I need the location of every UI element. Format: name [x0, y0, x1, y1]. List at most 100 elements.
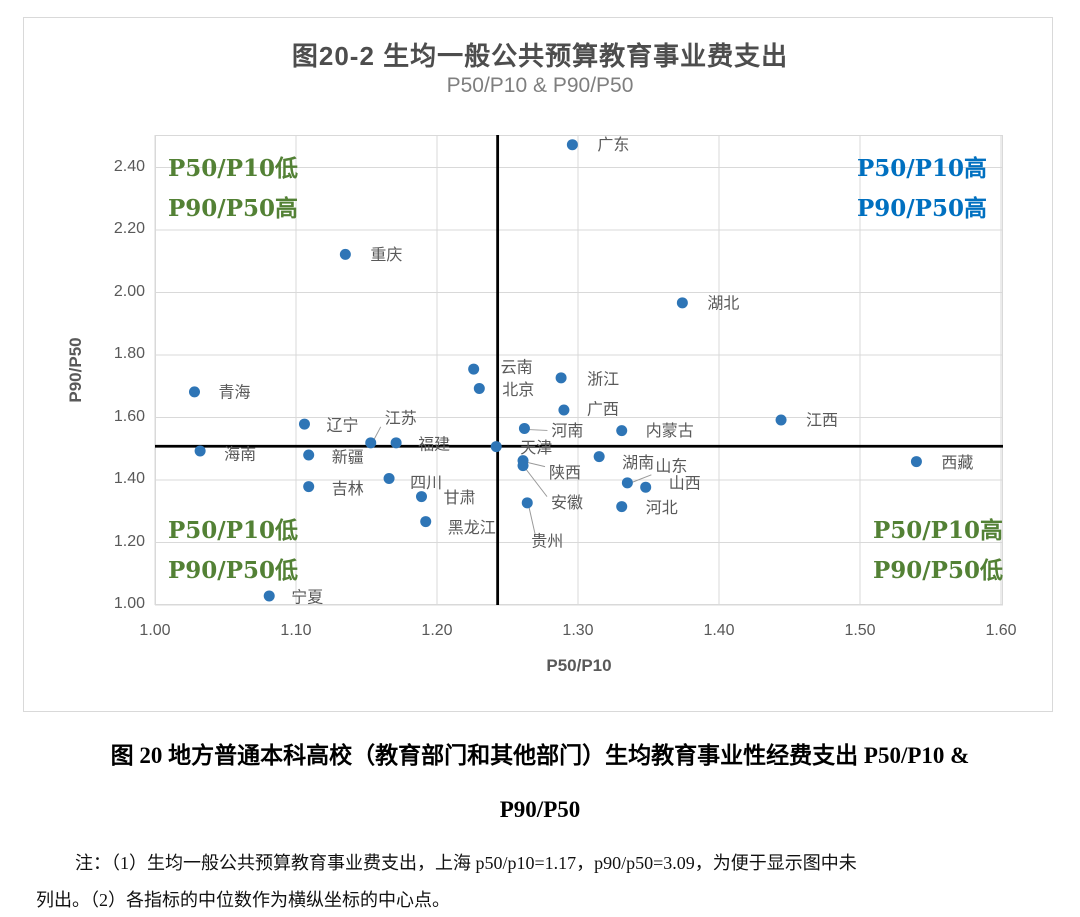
x-tick-label: 1.40: [703, 622, 735, 639]
chart-frame: [23, 17, 1053, 712]
x-tick-label: 1.50: [844, 622, 876, 639]
y-tick-label: 1.00: [113, 595, 145, 612]
scatter-point: [910, 456, 922, 468]
quadrant-label-line: P50/P10高: [872, 517, 1003, 544]
scatter-point: [468, 363, 480, 375]
point-label: 安徽: [551, 494, 583, 512]
x-tick-label: 1.20: [421, 622, 453, 639]
quadrant-label-line: P90/P50低: [168, 557, 299, 584]
point-label: 西藏: [941, 454, 973, 472]
scatter-point: [415, 491, 427, 503]
scatter-point: [383, 472, 395, 484]
quadrant-label-top-right: P50/P10高 P90/P50高: [857, 149, 987, 229]
figure-note-line1: 注：（1）生均一般公共预算教育事业费支出，上海 p50/p10=1.17，p90…: [75, 853, 857, 873]
point-label: 浙江: [587, 370, 619, 388]
point-label: 河南: [551, 422, 583, 440]
point-label: 江西: [806, 412, 838, 430]
point-label: 湖南: [622, 454, 654, 472]
point-label: 海南: [224, 445, 256, 463]
scatter-point: [473, 382, 485, 394]
scatter-point: [303, 481, 315, 493]
point-label: 陕西: [549, 464, 581, 482]
point-label: 宁夏: [291, 588, 323, 606]
figure-caption-line2: P90/P50: [499, 797, 581, 822]
y-tick-label: 1.60: [113, 407, 145, 425]
figure-note-line2: 列出。（2）各指标的中位数作为横纵坐标的中心点。: [36, 890, 450, 910]
chart-title: 图20-2 生均一般公共预算教育事业费支出: [291, 41, 789, 71]
point-label: 辽宁: [326, 417, 358, 435]
point-label: 广西: [587, 401, 619, 419]
y-tick-label: 2.20: [113, 220, 145, 237]
quadrant-label-line: P90/P50高: [856, 195, 987, 222]
label-leader-line: [523, 466, 548, 497]
scatter-point: [555, 372, 567, 384]
point-label: 河北: [646, 499, 678, 517]
scatter-point: [621, 477, 633, 489]
y-axis-title: P90/P50: [66, 337, 85, 403]
point-label: 青海: [218, 383, 250, 401]
point-label: 新疆: [332, 449, 364, 467]
quadrant-label-bottom-right: P50/P10高 P90/P50低: [873, 511, 1003, 591]
quadrant-label-bottom-left: P50/P10低 P90/P50低: [168, 511, 298, 591]
scatter-point: [303, 449, 315, 461]
scatter-point: [420, 516, 432, 528]
point-label: 北京: [502, 381, 534, 399]
chart-subtitle: P50/P10 & P90/P50: [446, 74, 634, 97]
scatter-point: [566, 139, 578, 151]
point-label: 山东: [655, 457, 687, 475]
point-label: 贵州: [531, 532, 563, 550]
scatter-point: [188, 386, 200, 398]
x-tick-label: 1.10: [280, 622, 312, 639]
scatter-point: [263, 590, 275, 602]
quadrant-label-line: P50/P10低: [168, 517, 299, 544]
y-tick-label: 2.00: [113, 282, 145, 300]
y-tick-label: 1.20: [113, 532, 145, 550]
point-label: 广东: [597, 136, 629, 154]
point-label: 四川: [410, 475, 442, 492]
x-tick-label: 1.60: [985, 622, 1017, 639]
scatter-point: [593, 451, 605, 463]
label-leader-line: [527, 503, 536, 535]
figure-caption-line1: 图 20 地方普通本科高校（教育部门和其他部门）生均教育事业性经费支出 P50/…: [110, 743, 970, 768]
x-tick-label: 1.30: [562, 622, 594, 639]
x-axis-title: P50/P10: [546, 656, 612, 675]
scatter-point: [490, 441, 502, 453]
scatter-point: [194, 445, 206, 457]
y-tick-label: 1.40: [113, 470, 145, 487]
point-label: 云南: [501, 359, 533, 377]
scatter-point: [521, 497, 533, 509]
point-label: 江苏: [385, 409, 417, 427]
quadrant-label-line: P50/P10高: [856, 155, 987, 182]
quadrant-label-line: P50/P10低: [168, 155, 299, 182]
point-label: 天津: [520, 439, 552, 457]
scatter-point: [339, 248, 351, 260]
point-label: 内蒙古: [646, 422, 694, 440]
scatter-point: [390, 437, 402, 449]
point-label: 福建: [418, 435, 450, 453]
scatter-point: [616, 425, 628, 437]
scatter-point: [775, 414, 787, 426]
y-tick-label: 1.80: [113, 345, 145, 362]
quadrant-label-line: P90/P50低: [872, 557, 1003, 584]
point-label: 重庆: [370, 246, 402, 264]
plot-area: 广东重庆湖北云南浙江北京 青海广西江西 辽宁 河南 内蒙古 江苏 福建 天津 海南 新疆 湖南陕西 西…: [66, 135, 1017, 675]
scatter-point: [298, 418, 310, 430]
y-tick-label: 2.40: [113, 157, 145, 175]
quadrant-label-top-left: P50/P10低 P90/P50高: [168, 149, 298, 229]
scatter-point: [365, 437, 377, 449]
point-label: 山西: [669, 475, 701, 493]
point-label: 吉林: [332, 480, 364, 498]
scatter-point: [558, 404, 570, 416]
scatter-point: [517, 460, 529, 472]
point-label: 黑龙江: [448, 519, 496, 537]
scatter-point: [676, 297, 688, 309]
scatter-point: [518, 422, 530, 434]
quadrant-label-line: P90/P50高: [168, 195, 299, 222]
plot-border: [155, 135, 1003, 605]
point-label: 湖北: [707, 294, 739, 312]
x-tick-label: 1.00: [139, 622, 171, 639]
scatter-point: [640, 481, 652, 493]
scatter-point: [616, 501, 628, 513]
point-label: 甘肃: [443, 489, 475, 507]
